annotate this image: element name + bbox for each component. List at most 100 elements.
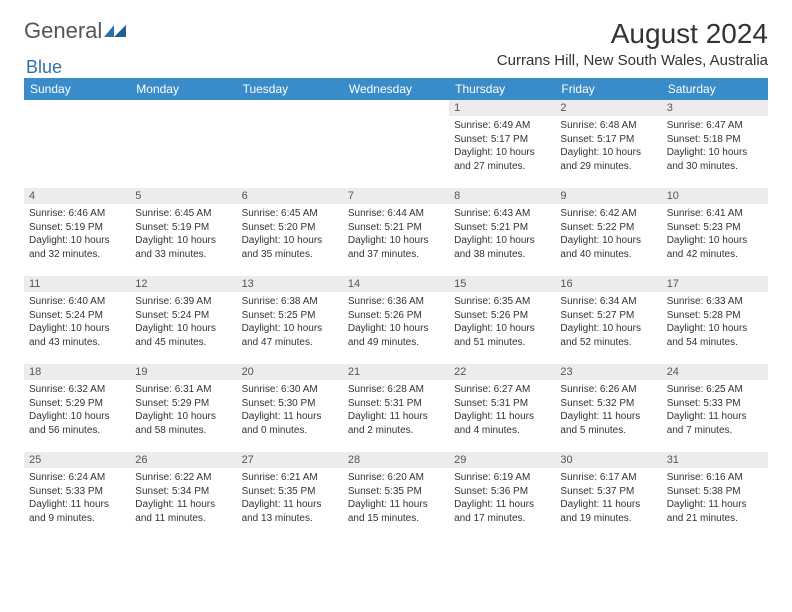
calendar-cell: 18Sunrise: 6:32 AMSunset: 5:29 PMDayligh… — [24, 364, 130, 452]
calendar-cell: 30Sunrise: 6:17 AMSunset: 5:37 PMDayligh… — [555, 452, 661, 540]
day-number: 30 — [555, 452, 661, 468]
day-number: 3 — [662, 100, 768, 116]
calendar-row: 11Sunrise: 6:40 AMSunset: 5:24 PMDayligh… — [24, 276, 768, 364]
month-title: August 2024 — [497, 18, 768, 50]
day-details: Sunrise: 6:43 AMSunset: 5:21 PMDaylight:… — [449, 204, 555, 265]
calendar-row: ........1Sunrise: 6:49 AMSunset: 5:17 PM… — [24, 100, 768, 188]
logo-text-1: General — [24, 18, 102, 44]
day-number: 17 — [662, 276, 768, 292]
calendar-cell: 7Sunrise: 6:44 AMSunset: 5:21 PMDaylight… — [343, 188, 449, 276]
calendar-row: 25Sunrise: 6:24 AMSunset: 5:33 PMDayligh… — [24, 452, 768, 540]
day-details: Sunrise: 6:48 AMSunset: 5:17 PMDaylight:… — [555, 116, 661, 177]
day-details: Sunrise: 6:19 AMSunset: 5:36 PMDaylight:… — [449, 468, 555, 529]
day-details: Sunrise: 6:49 AMSunset: 5:17 PMDaylight:… — [449, 116, 555, 177]
day-number: 9 — [555, 188, 661, 204]
weekday-header: Friday — [555, 78, 661, 100]
day-details: Sunrise: 6:42 AMSunset: 5:22 PMDaylight:… — [555, 204, 661, 265]
weekday-header: Thursday — [449, 78, 555, 100]
day-details: Sunrise: 6:24 AMSunset: 5:33 PMDaylight:… — [24, 468, 130, 529]
weekday-header: Tuesday — [237, 78, 343, 100]
logo: General — [24, 18, 126, 44]
day-details: Sunrise: 6:27 AMSunset: 5:31 PMDaylight:… — [449, 380, 555, 441]
calendar-cell: 8Sunrise: 6:43 AMSunset: 5:21 PMDaylight… — [449, 188, 555, 276]
calendar-row: 18Sunrise: 6:32 AMSunset: 5:29 PMDayligh… — [24, 364, 768, 452]
day-details: Sunrise: 6:45 AMSunset: 5:20 PMDaylight:… — [237, 204, 343, 265]
calendar-cell: 21Sunrise: 6:28 AMSunset: 5:31 PMDayligh… — [343, 364, 449, 452]
day-number: 24 — [662, 364, 768, 380]
day-details: Sunrise: 6:30 AMSunset: 5:30 PMDaylight:… — [237, 380, 343, 441]
calendar-cell: 27Sunrise: 6:21 AMSunset: 5:35 PMDayligh… — [237, 452, 343, 540]
day-details: Sunrise: 6:32 AMSunset: 5:29 PMDaylight:… — [24, 380, 130, 441]
calendar-cell: 5Sunrise: 6:45 AMSunset: 5:19 PMDaylight… — [130, 188, 236, 276]
day-details: Sunrise: 6:22 AMSunset: 5:34 PMDaylight:… — [130, 468, 236, 529]
day-details: Sunrise: 6:17 AMSunset: 5:37 PMDaylight:… — [555, 468, 661, 529]
calendar-cell: 9Sunrise: 6:42 AMSunset: 5:22 PMDaylight… — [555, 188, 661, 276]
day-number: 25 — [24, 452, 130, 468]
day-number: 22 — [449, 364, 555, 380]
day-number: 21 — [343, 364, 449, 380]
day-number: 14 — [343, 276, 449, 292]
calendar-cell: 29Sunrise: 6:19 AMSunset: 5:36 PMDayligh… — [449, 452, 555, 540]
day-number: 7 — [343, 188, 449, 204]
day-number: 18 — [24, 364, 130, 380]
day-number: 4 — [24, 188, 130, 204]
day-number: 8 — [449, 188, 555, 204]
weekday-header: Monday — [130, 78, 236, 100]
day-number: 13 — [237, 276, 343, 292]
day-number: 11 — [24, 276, 130, 292]
calendar-cell: 1Sunrise: 6:49 AMSunset: 5:17 PMDaylight… — [449, 100, 555, 188]
day-details: Sunrise: 6:25 AMSunset: 5:33 PMDaylight:… — [662, 380, 768, 441]
calendar-cell: 3Sunrise: 6:47 AMSunset: 5:18 PMDaylight… — [662, 100, 768, 188]
day-number: 5 — [130, 188, 236, 204]
day-details: Sunrise: 6:28 AMSunset: 5:31 PMDaylight:… — [343, 380, 449, 441]
day-details: Sunrise: 6:39 AMSunset: 5:24 PMDaylight:… — [130, 292, 236, 353]
calendar-cell: 25Sunrise: 6:24 AMSunset: 5:33 PMDayligh… — [24, 452, 130, 540]
day-details: Sunrise: 6:31 AMSunset: 5:29 PMDaylight:… — [130, 380, 236, 441]
calendar-row: 4Sunrise: 6:46 AMSunset: 5:19 PMDaylight… — [24, 188, 768, 276]
calendar-cell: 12Sunrise: 6:39 AMSunset: 5:24 PMDayligh… — [130, 276, 236, 364]
day-number: 26 — [130, 452, 236, 468]
calendar-cell: 17Sunrise: 6:33 AMSunset: 5:28 PMDayligh… — [662, 276, 768, 364]
day-details: Sunrise: 6:46 AMSunset: 5:19 PMDaylight:… — [24, 204, 130, 265]
calendar-cell: 10Sunrise: 6:41 AMSunset: 5:23 PMDayligh… — [662, 188, 768, 276]
calendar-cell: 23Sunrise: 6:26 AMSunset: 5:32 PMDayligh… — [555, 364, 661, 452]
calendar-cell: 26Sunrise: 6:22 AMSunset: 5:34 PMDayligh… — [130, 452, 236, 540]
day-details: Sunrise: 6:16 AMSunset: 5:38 PMDaylight:… — [662, 468, 768, 529]
weekday-header: Saturday — [662, 78, 768, 100]
calendar-cell: 4Sunrise: 6:46 AMSunset: 5:19 PMDaylight… — [24, 188, 130, 276]
day-details: Sunrise: 6:40 AMSunset: 5:24 PMDaylight:… — [24, 292, 130, 353]
calendar-cell: .. — [237, 100, 343, 188]
calendar-cell: 28Sunrise: 6:20 AMSunset: 5:35 PMDayligh… — [343, 452, 449, 540]
day-number: 10 — [662, 188, 768, 204]
day-details: Sunrise: 6:21 AMSunset: 5:35 PMDaylight:… — [237, 468, 343, 529]
day-number: 1 — [449, 100, 555, 116]
calendar-cell: 15Sunrise: 6:35 AMSunset: 5:26 PMDayligh… — [449, 276, 555, 364]
calendar-cell: 20Sunrise: 6:30 AMSunset: 5:30 PMDayligh… — [237, 364, 343, 452]
day-number: 2 — [555, 100, 661, 116]
day-number: 19 — [130, 364, 236, 380]
day-number: 6 — [237, 188, 343, 204]
day-number: 27 — [237, 452, 343, 468]
day-details: Sunrise: 6:35 AMSunset: 5:26 PMDaylight:… — [449, 292, 555, 353]
day-details: Sunrise: 6:26 AMSunset: 5:32 PMDaylight:… — [555, 380, 661, 441]
calendar-cell: 24Sunrise: 6:25 AMSunset: 5:33 PMDayligh… — [662, 364, 768, 452]
weekday-header: Wednesday — [343, 78, 449, 100]
day-details: Sunrise: 6:38 AMSunset: 5:25 PMDaylight:… — [237, 292, 343, 353]
calendar-cell: 14Sunrise: 6:36 AMSunset: 5:26 PMDayligh… — [343, 276, 449, 364]
weekday-header: Sunday — [24, 78, 130, 100]
calendar-cell: 13Sunrise: 6:38 AMSunset: 5:25 PMDayligh… — [237, 276, 343, 364]
calendar-cell: 16Sunrise: 6:34 AMSunset: 5:27 PMDayligh… — [555, 276, 661, 364]
day-details: Sunrise: 6:34 AMSunset: 5:27 PMDaylight:… — [555, 292, 661, 353]
day-number: 12 — [130, 276, 236, 292]
location-text: Currans Hill, New South Wales, Australia — [497, 52, 768, 69]
calendar-cell: .. — [24, 100, 130, 188]
day-number: 20 — [237, 364, 343, 380]
day-details: Sunrise: 6:47 AMSunset: 5:18 PMDaylight:… — [662, 116, 768, 177]
day-number: 23 — [555, 364, 661, 380]
day-details: Sunrise: 6:36 AMSunset: 5:26 PMDaylight:… — [343, 292, 449, 353]
day-details: Sunrise: 6:33 AMSunset: 5:28 PMDaylight:… — [662, 292, 768, 353]
calendar-table: Sunday Monday Tuesday Wednesday Thursday… — [24, 78, 768, 540]
calendar-cell: 19Sunrise: 6:31 AMSunset: 5:29 PMDayligh… — [130, 364, 236, 452]
day-details: Sunrise: 6:45 AMSunset: 5:19 PMDaylight:… — [130, 204, 236, 265]
day-number: 28 — [343, 452, 449, 468]
